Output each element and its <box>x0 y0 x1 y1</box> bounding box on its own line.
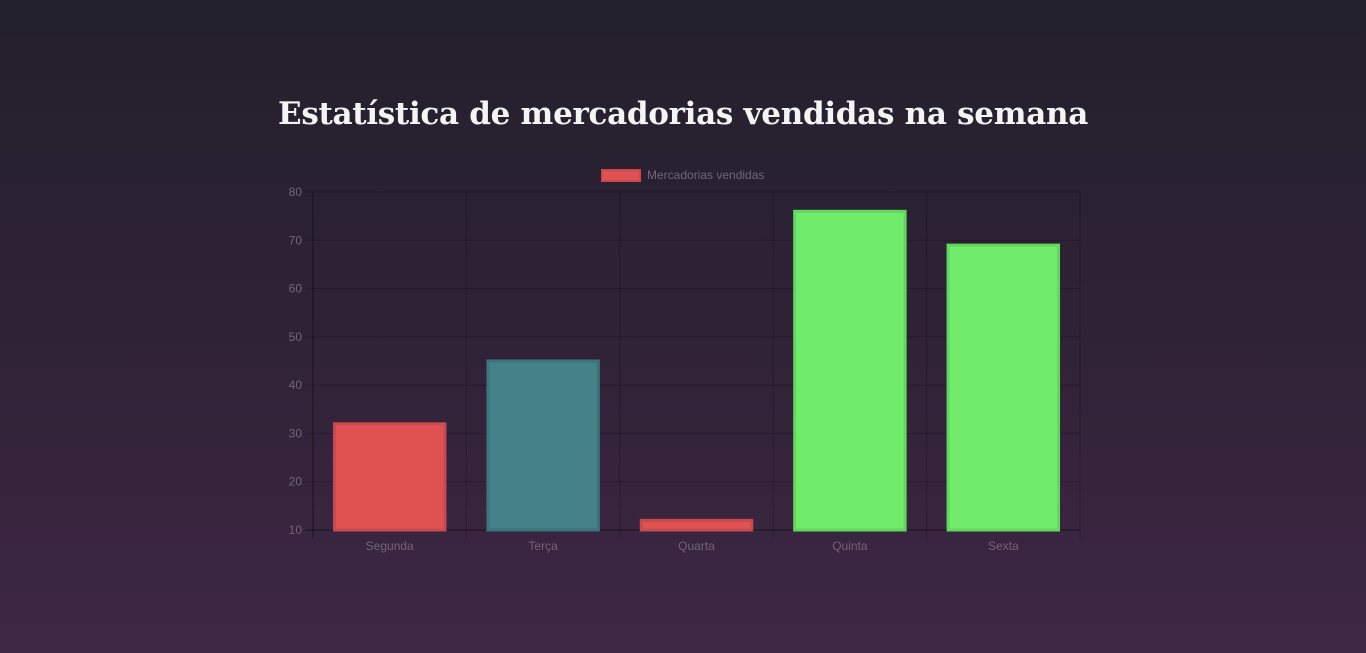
y-tick-label: 30 <box>289 426 303 440</box>
y-tick-label: 10 <box>289 523 303 537</box>
x-tick-label: Terça <box>528 539 558 553</box>
legend-label: Mercadorias vendidas <box>647 168 764 182</box>
bar-quarta[interactable] <box>639 518 754 532</box>
page-title: Estatística de mercadorias vendidas na s… <box>277 96 1089 132</box>
x-tick-label: Segunda <box>366 539 414 553</box>
legend-swatch <box>601 169 641 182</box>
y-tick-label: 20 <box>289 475 303 489</box>
bar-sexta[interactable] <box>946 243 1061 532</box>
y-tick-label: 70 <box>289 233 303 247</box>
bar-segunda[interactable] <box>332 422 447 532</box>
x-tick-label: Quinta <box>832 539 868 553</box>
y-tick-label: 60 <box>289 282 303 296</box>
x-tick-label: Sexta <box>988 539 1019 553</box>
legend[interactable]: Mercadorias vendidas <box>601 168 764 182</box>
y-tick-label: 50 <box>289 330 303 344</box>
y-tick-label: 40 <box>289 378 303 392</box>
bar-terça[interactable] <box>486 359 600 532</box>
bar-quinta[interactable] <box>793 209 907 532</box>
x-tick-label: Quarta <box>678 539 715 553</box>
y-tick-label: 80 <box>289 185 303 199</box>
